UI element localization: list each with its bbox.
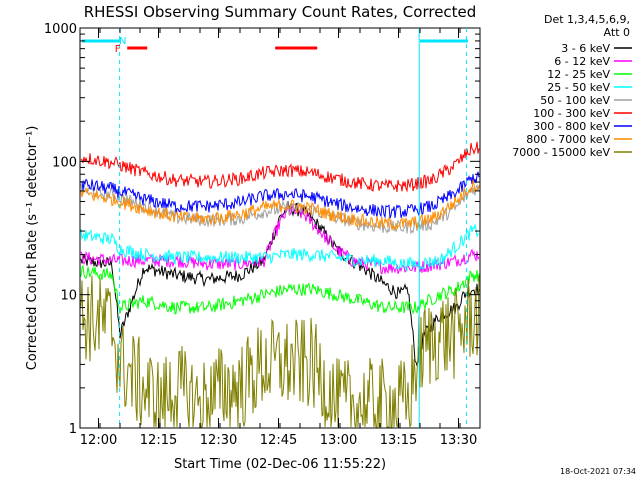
- legend-header-line-1: Det 1,3,4,5,6,9,: [544, 13, 630, 26]
- legend-entry-label: 6 - 12 keV: [554, 55, 610, 68]
- x-tick-label: 12:45: [260, 433, 297, 448]
- legend-entry-label: 300 - 800 keV: [533, 120, 610, 133]
- y-tick-label: 1000: [44, 22, 77, 37]
- legend-entry-label: 3 - 6 keV: [561, 42, 610, 55]
- footer-timestamp: 18-Oct-2021 07:34: [560, 467, 636, 476]
- series-line-6: [80, 171, 480, 219]
- series-line-1: [80, 203, 480, 275]
- legend-entry-label: 12 - 25 keV: [547, 68, 610, 81]
- y-tick-label: 100: [52, 155, 77, 170]
- legend-entry-label: 100 - 300 keV: [533, 107, 610, 120]
- annotation-flag-label: F: [115, 44, 121, 55]
- x-tick-label: 13:00: [320, 433, 357, 448]
- x-axis-label: Start Time (02-Dec-06 11:55:22): [174, 457, 386, 472]
- plot-area: FN: [79, 27, 481, 429]
- x-axis: 12:00 12:15 12:30 12:45 13:00 13:15 13:30: [79, 28, 481, 448]
- legend-header-line-2: Att 0: [604, 26, 630, 39]
- x-tick-label: 12:15: [140, 433, 177, 448]
- series-line-8: [80, 275, 480, 429]
- y-tick-label: 10: [60, 289, 77, 304]
- series-line-5: [80, 141, 480, 193]
- series-line-0: [80, 200, 480, 366]
- y-axis-label: Corrected Count Rate (s⁻¹ detector⁻¹): [25, 126, 40, 371]
- legend-entry-label: 50 - 100 keV: [540, 94, 610, 107]
- x-tick-label: 12:00: [80, 433, 117, 448]
- y-tick-label: 1: [69, 422, 77, 437]
- series-line-2: [80, 264, 480, 315]
- y-axis: 1 10 100 1000: [44, 22, 480, 437]
- x-tick-label: 12:30: [200, 433, 237, 448]
- x-tick-label: 13:30: [440, 433, 477, 448]
- chart-title: RHESSI Observing Summary Count Rates, Co…: [84, 3, 477, 21]
- series-line-7: [80, 179, 480, 231]
- legend-entry-label: 7000 - 15000 keV: [512, 146, 610, 159]
- annotation-flag-label: N: [119, 36, 126, 47]
- legend-entry-label: 800 - 7000 keV: [526, 133, 610, 146]
- series-line-3: [80, 223, 480, 273]
- legend-entry-label: 25 - 50 keV: [547, 81, 610, 94]
- x-tick-label: 13:15: [380, 433, 417, 448]
